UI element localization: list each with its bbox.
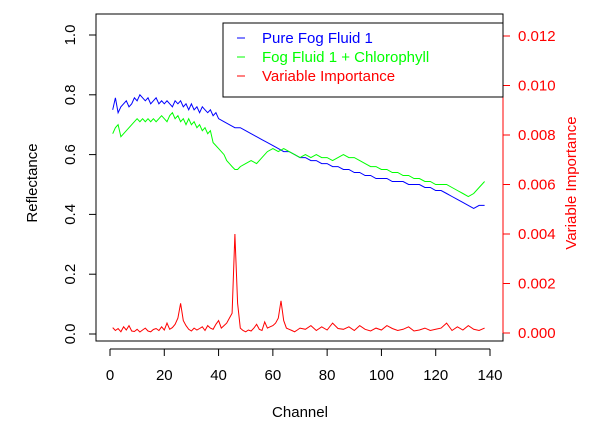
legend-label: Variable Importance: [262, 68, 395, 85]
x-tick-label: 20: [156, 367, 173, 384]
x-tick-label: 40: [210, 367, 227, 384]
x-axis-title: Channel: [272, 404, 328, 421]
y2-tick-label: 0.006: [518, 177, 556, 194]
x-tick-label: 60: [265, 367, 282, 384]
x-tick-label: 80: [319, 367, 336, 384]
x-tick-label: 140: [477, 367, 502, 384]
y-tick-label: 0.2: [62, 264, 79, 285]
y-axis-left: 0.0 0.2 0.4 0.6 0.8 1.0: [62, 25, 97, 345]
legend-label: Fog Fluid 1 + Chlorophyll: [262, 49, 429, 66]
y2-tick-label: 0.008: [518, 127, 556, 144]
x-tick-label: 120: [423, 367, 448, 384]
series-layer: [112, 93, 485, 333]
x-tick-label: 0: [106, 367, 114, 384]
legend: Pure Fog Fluid 1 Fog Fluid 1 + Chlorophyl…: [222, 22, 504, 98]
y-axis-title: Reflectance: [24, 143, 41, 222]
y2-tick-label: 0.012: [518, 28, 556, 45]
y2-tick-label: 0.004: [518, 226, 556, 243]
y2-tick-label: 0.010: [518, 78, 556, 95]
x-axis: 0 20 40 60 80 100 120 140: [106, 348, 503, 384]
legend-label: Pure Fog Fluid 1: [262, 30, 373, 47]
y-tick-label: 0.8: [62, 84, 79, 105]
series-line-2: [112, 111, 485, 198]
series-line-3: [112, 233, 485, 333]
y-tick-label: 1.0: [62, 25, 79, 46]
y2-axis-title: Variable Importance: [563, 116, 580, 249]
legend-box: [222, 22, 504, 98]
y-tick-label: 0.0: [62, 324, 79, 345]
y2-tick-label: 0.000: [518, 325, 556, 342]
y-tick-label: 0.4: [62, 204, 79, 225]
y-axis-right: 0.000 0.002 0.004 0.006 0.008 0.010 0.012: [502, 28, 556, 342]
y-tick-label: 0.6: [62, 144, 79, 165]
x-tick-label: 100: [369, 367, 394, 384]
series-line-1: [112, 93, 485, 209]
y2-tick-label: 0.002: [518, 276, 556, 293]
